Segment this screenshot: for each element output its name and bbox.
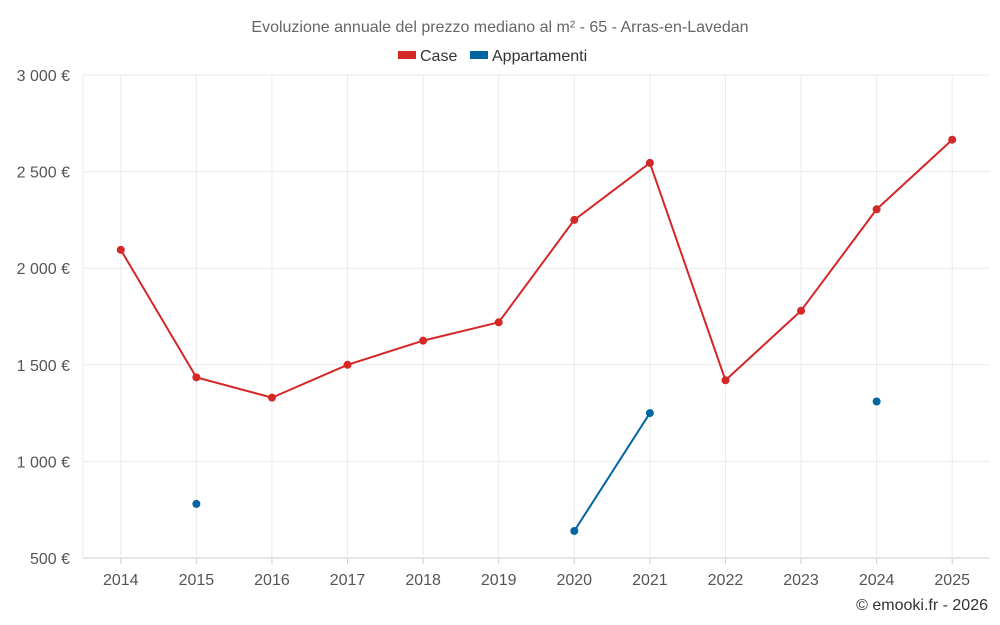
x-tick-label: 2024 [859,572,895,589]
y-axis: 500 € 1 000 € 1 500 € 2 000 € 2 500 € 3 000 € [17,68,70,568]
x-tick-label: 2022 [708,572,744,589]
series-line-appartamenti [573,412,651,532]
grid [82,74,990,559]
x-tick-label: 2025 [934,572,970,589]
y-tick-label: 2 500 € [17,165,70,182]
x-tick-label: 2015 [179,572,215,589]
data-point-case [116,245,125,254]
data-point-case [872,205,881,214]
x-tick-label: 2021 [632,572,668,589]
y-tick-label: 500 € [30,551,70,568]
x-tick-label: 2020 [556,572,592,589]
data-point-case [343,360,352,369]
y-tick-label: 3 000 € [17,68,70,85]
credit-text: © emooki.fr - 2026 [856,597,988,614]
data-point-case [948,135,957,144]
legend: Case Appartamenti [398,48,587,65]
chart-title: Evoluzione annuale del prezzo mediano al… [251,19,748,36]
x-tick-label: 2023 [783,572,819,589]
series-group [116,135,957,535]
data-point-case [192,373,201,382]
legend-swatch-case [398,51,416,59]
data-point-appartamenti [645,409,654,418]
y-tick-label: 1 000 € [17,454,70,471]
x-tick-label: 2018 [405,572,441,589]
data-point-case [494,318,503,327]
y-tick-label: 1 500 € [17,358,70,375]
data-point-appartamenti [192,499,201,508]
data-point-case [419,336,428,345]
x-tick-label: 2017 [330,572,366,589]
data-point-case [267,393,276,402]
x-tick-label: 2014 [103,572,139,589]
data-point-case [645,158,654,167]
legend-label-appartamenti: Appartamenti [492,48,587,65]
data-point-case [721,376,730,385]
x-axis: 2014 2015 2016 2017 2018 2019 2020 2021 2022 2023… [103,558,970,589]
series-line-case [119,138,953,399]
data-point-appartamenti [570,526,579,535]
data-point-case [570,215,579,224]
legend-swatch-appartamenti [470,51,488,59]
x-tick-label: 2019 [481,572,517,589]
legend-label-case: Case [420,48,457,65]
y-tick-label: 2 000 € [17,261,70,278]
x-tick-label: 2016 [254,572,290,589]
data-point-appartamenti [872,397,881,406]
data-point-case [797,306,806,315]
